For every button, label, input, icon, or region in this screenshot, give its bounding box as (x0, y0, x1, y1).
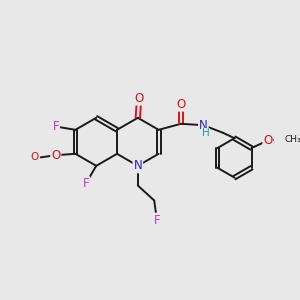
Text: O: O (263, 134, 272, 147)
Text: F: F (154, 214, 160, 226)
Text: O: O (51, 149, 60, 162)
Text: F: F (82, 177, 89, 190)
Text: F: F (52, 120, 59, 133)
Text: CH₃: CH₃ (284, 135, 300, 144)
Text: O: O (135, 92, 144, 105)
Text: O: O (176, 98, 186, 111)
Text: N: N (199, 119, 208, 132)
Text: N: N (134, 159, 142, 172)
Text: H: H (202, 128, 209, 138)
Text: O: O (30, 152, 39, 162)
